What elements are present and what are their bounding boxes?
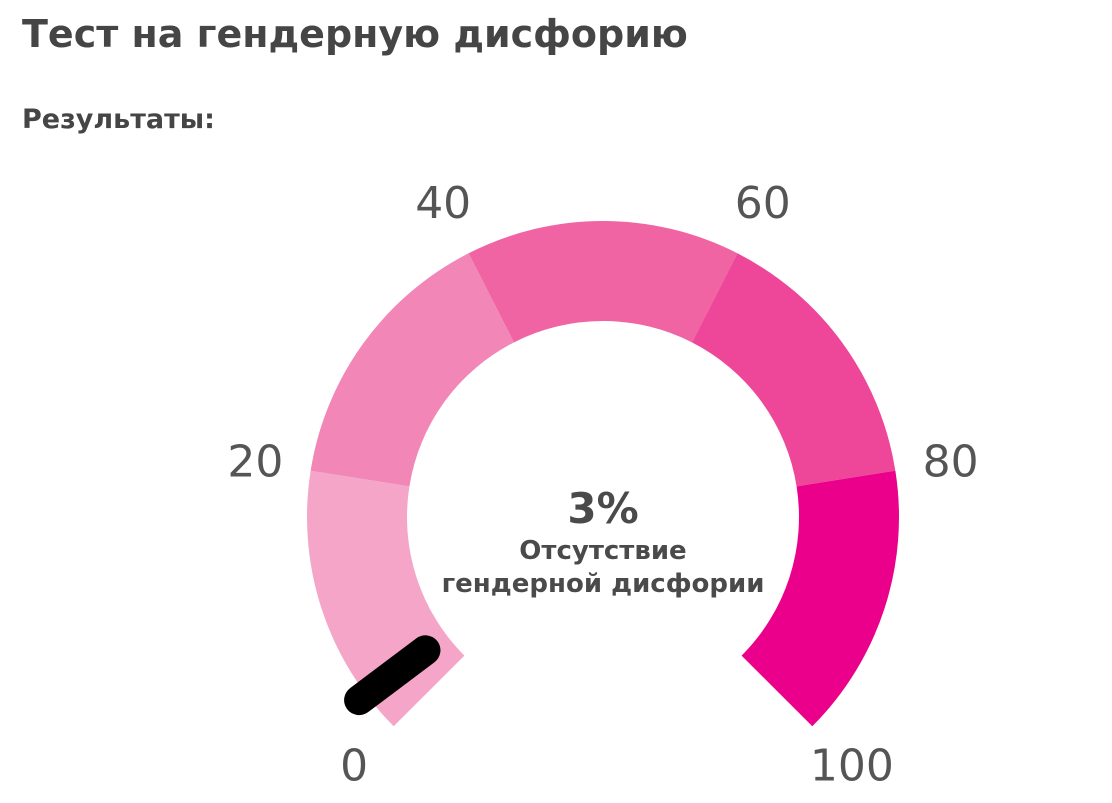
gauge-tick-label-80: 80 — [923, 436, 979, 487]
gauge-result-label-line2: гендерной дисфории — [442, 569, 765, 599]
gauge-segment-4 — [741, 470, 899, 727]
gauge-result-label-line1: Отсутствие — [519, 536, 686, 566]
page-title: Тест на гендерную дисфорию — [22, 12, 688, 56]
gauge-tick-label-100: 100 — [810, 740, 894, 791]
gauge-tick-label-40: 40 — [415, 178, 471, 229]
results-heading: Результаты: — [22, 104, 215, 135]
gauge-value: 3% — [567, 484, 638, 533]
gauge-needle-layer — [344, 635, 441, 716]
gauge-segments — [307, 221, 899, 727]
gauge-segment-2 — [468, 221, 738, 343]
gauge-needle — [344, 635, 441, 716]
gauge-tick-labels: 0 20 40 60 80 100 — [227, 178, 978, 792]
gauge-tick-label-0: 0 — [340, 740, 368, 791]
gauge-segment-3 — [691, 253, 896, 487]
gauge-tick-label-20: 20 — [227, 436, 283, 487]
gauge-segment-1 — [310, 253, 515, 487]
gauge-tick-label-60: 60 — [735, 178, 791, 229]
